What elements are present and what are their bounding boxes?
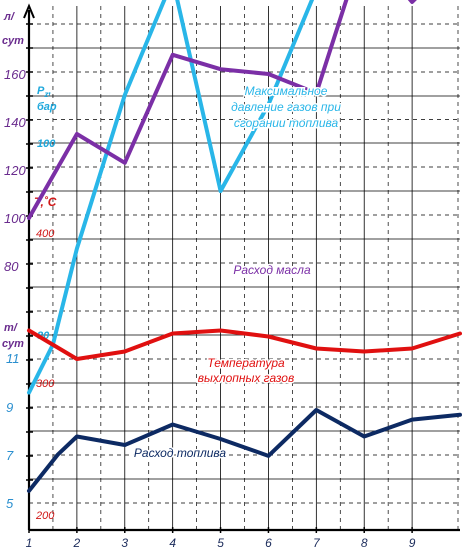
series-lines [27, 0, 462, 493]
x-tick-label: 4 [169, 536, 176, 548]
pressure-axis-unit: бар [37, 101, 57, 113]
series-labels: Максимальное давление газов при сгорании т… [132, 83, 342, 462]
series-label-fuel: Расход топлива [134, 446, 227, 460]
x-tick-label: 8 [361, 536, 368, 548]
fuel-axis-tick-label: 7 [6, 448, 14, 463]
x-tick-label: 9 [409, 536, 416, 548]
fuel-axis-tick-label: 11 [6, 351, 20, 366]
pressure-axis-tick-label: 100 [37, 138, 56, 150]
x-tick-label: 5 [217, 536, 224, 548]
fuel-axis-unit-line1: т/ [4, 322, 19, 334]
temp-axis-tick-label: 400 [36, 228, 55, 240]
oil-axis-tick-label: 80 [4, 259, 19, 274]
oil-axis-unit-line1: л/ [3, 11, 16, 23]
fuel-axis-unit-line2: сут [2, 338, 24, 350]
oil-axis-tick-label: 160 [4, 67, 26, 82]
series-line-fuel [27, 408, 462, 493]
series-line-oil [27, 0, 417, 220]
series-label-exhaust: Температура [207, 356, 285, 370]
axes: 1 2 3 4 5 6 7 8 9л/сут16014012010080Pz,бар10080T… [2, 3, 460, 548]
oil-axis-tick-label: 100 [4, 211, 26, 226]
oil-axis-unit-line2: сут [2, 35, 24, 47]
series-label-gas-pressure: сгорании топлива [234, 116, 339, 130]
temp-axis-tick-label: 300 [36, 378, 55, 390]
series-label-exhaust: выхлопных газов [198, 371, 294, 385]
series-label-gas-pressure: Максимальное [245, 84, 328, 98]
y-axis-arrow-icon [23, 3, 35, 19]
series-label-gas-pressure: давление газов при [231, 100, 341, 114]
pressure-axis-symbol: Pz, [37, 85, 51, 99]
x-tick-label: 1 [26, 536, 33, 548]
fuel-axis-tick-label: 5 [6, 496, 14, 511]
fuel-axis-tick-label: 9 [6, 400, 13, 415]
oil-axis-tick-label: 120 [4, 163, 26, 178]
series-label-oil: Расход масла [233, 263, 311, 277]
x-tick-label: 3 [121, 536, 128, 548]
x-tick-label: 6 [265, 536, 272, 548]
x-tick-label: 7 [313, 536, 321, 548]
temp-axis-tick-label: 200 [35, 510, 55, 522]
oil-axis-tick-label: 140 [4, 115, 26, 130]
series-line-exhaust [27, 328, 462, 361]
x-tick-label: 2 [73, 536, 81, 548]
series-line-gas-pressure [27, 0, 315, 395]
